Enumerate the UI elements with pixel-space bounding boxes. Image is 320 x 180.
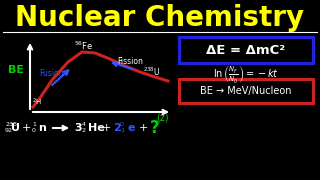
Text: 3: 3 bbox=[74, 123, 82, 133]
Text: $^{238}$U: $^{238}$U bbox=[143, 66, 161, 78]
Text: Nuclear Chemistry: Nuclear Chemistry bbox=[15, 4, 305, 32]
Text: BE → MeV/Nucleon: BE → MeV/Nucleon bbox=[200, 86, 292, 96]
Text: He: He bbox=[88, 123, 105, 133]
Text: 92: 92 bbox=[5, 129, 13, 134]
Text: 2: 2 bbox=[82, 129, 86, 134]
Text: $^{56}$Fe: $^{56}$Fe bbox=[74, 40, 94, 52]
Text: BE: BE bbox=[8, 65, 24, 75]
Text: $\ln\left(\frac{N_F}{N_0}\right) = -kt$: $\ln\left(\frac{N_F}{N_0}\right) = -kt$ bbox=[213, 63, 279, 85]
Text: e: e bbox=[127, 123, 134, 133]
Text: n: n bbox=[38, 123, 46, 133]
Text: 2: 2 bbox=[113, 123, 121, 133]
Text: 4: 4 bbox=[82, 122, 86, 127]
Text: 0: 0 bbox=[120, 122, 124, 127]
Text: +: + bbox=[139, 123, 148, 133]
Text: 238: 238 bbox=[5, 122, 17, 127]
Text: +: + bbox=[22, 123, 31, 133]
Text: Fusion: Fusion bbox=[40, 69, 64, 78]
Text: +: + bbox=[102, 123, 111, 133]
Text: ?: ? bbox=[150, 119, 160, 137]
Text: ΔE = ΔmC²: ΔE = ΔmC² bbox=[206, 44, 285, 57]
Text: U: U bbox=[11, 123, 20, 133]
Text: 0: 0 bbox=[32, 129, 36, 134]
Text: (z): (z) bbox=[156, 113, 168, 123]
Text: Fission: Fission bbox=[117, 57, 143, 66]
Text: -1: -1 bbox=[120, 129, 126, 134]
Text: $^2$H: $^2$H bbox=[32, 96, 42, 108]
Text: 1: 1 bbox=[32, 122, 36, 127]
